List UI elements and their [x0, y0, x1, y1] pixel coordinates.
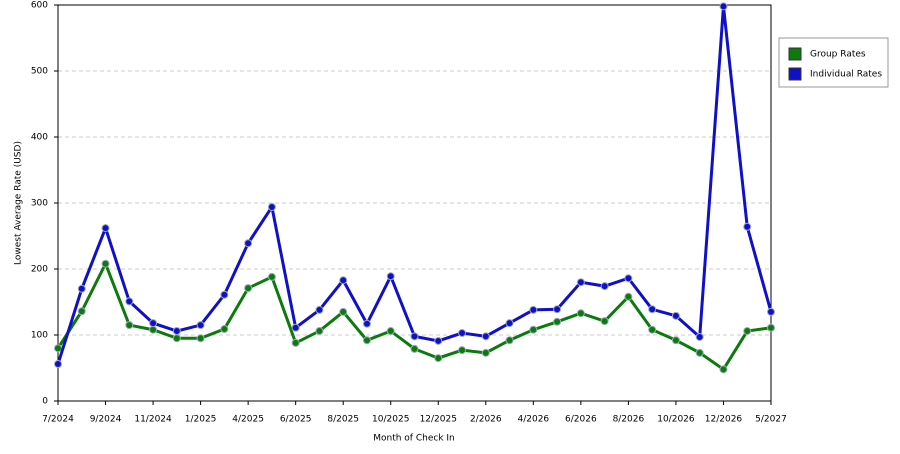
point	[54, 344, 62, 353]
point	[648, 325, 657, 334]
point	[553, 317, 562, 326]
plot-frame	[57, 4, 772, 402]
point	[77, 284, 86, 293]
x-tick-label: 6/2026	[565, 415, 597, 425]
point	[743, 222, 752, 231]
y-tick-label: 0	[42, 397, 48, 407]
point	[505, 336, 514, 345]
legend-label: Group Rates	[810, 50, 866, 60]
point	[315, 305, 324, 314]
x-tick-label: 10/2026	[657, 415, 695, 425]
point	[576, 309, 585, 318]
y-tick-label: 300	[31, 199, 48, 209]
y-tick-label: 500	[31, 67, 48, 77]
x-tick-label: 5/2027	[755, 415, 787, 425]
point	[149, 325, 158, 334]
point	[624, 274, 633, 283]
y-tick-label: 400	[31, 133, 48, 143]
point	[196, 334, 205, 343]
point	[291, 323, 300, 332]
point	[529, 305, 538, 314]
point	[458, 346, 467, 355]
x-tick-label: 1/2025	[185, 415, 217, 425]
x-axis-label: Month of Check In	[373, 434, 455, 444]
point	[600, 317, 609, 326]
point	[77, 307, 86, 316]
point	[101, 259, 110, 268]
x-tick-label: 12/2026	[705, 415, 743, 425]
x-tick-label: 4/2025	[232, 415, 264, 425]
x-tick-label: 10/2025	[372, 415, 409, 425]
point	[600, 282, 609, 291]
point	[291, 338, 300, 347]
point	[624, 292, 633, 301]
point	[220, 325, 229, 334]
y-tick-label: 200	[31, 265, 48, 275]
point	[553, 305, 562, 314]
x-tick-label: 9/2024	[90, 415, 122, 425]
point	[767, 323, 775, 332]
point	[315, 327, 324, 336]
point	[339, 307, 348, 316]
x-tick-label: 8/2026	[613, 415, 645, 425]
point	[481, 348, 490, 357]
y-tick-label: 100	[31, 331, 48, 341]
legend-swatch	[788, 67, 802, 81]
point	[505, 319, 514, 328]
x-tick-label: 6/2025	[280, 415, 312, 425]
point	[434, 354, 443, 363]
point	[386, 272, 395, 281]
point	[101, 224, 110, 233]
line	[56, 6, 773, 365]
point	[125, 297, 134, 306]
legend-label: Individual Rates	[810, 70, 882, 80]
point	[767, 307, 775, 316]
point	[410, 344, 419, 353]
point	[220, 290, 229, 299]
x-tick-label: 11/2024	[134, 415, 172, 425]
point	[719, 2, 728, 11]
x-tick-label: 4/2026	[517, 415, 549, 425]
point	[149, 319, 158, 328]
x-tick-label: 2/2026	[470, 415, 502, 425]
point	[434, 336, 443, 345]
point	[576, 278, 585, 287]
x-tick-label: 8/2025	[327, 415, 359, 425]
point	[125, 321, 134, 330]
point	[339, 276, 348, 285]
x-tick-label: 12/2025	[420, 415, 457, 425]
x-tick-label: 7/2024	[42, 415, 74, 425]
legend-swatch	[788, 47, 802, 61]
point	[529, 325, 538, 334]
point	[743, 327, 752, 336]
point	[196, 321, 205, 330]
point	[362, 319, 371, 328]
point	[671, 336, 680, 345]
point	[695, 348, 704, 357]
point	[648, 305, 657, 314]
point	[386, 327, 395, 336]
point	[481, 332, 490, 341]
point	[458, 329, 467, 338]
point	[362, 336, 371, 345]
point	[244, 239, 253, 248]
point	[244, 284, 253, 293]
y-axis-label: Lowest Average Rate (USD)	[14, 141, 24, 265]
point	[410, 332, 419, 341]
y-tick-label: 600	[31, 1, 48, 11]
point	[267, 272, 276, 281]
point	[54, 360, 62, 369]
point	[671, 311, 680, 320]
line	[56, 260, 772, 372]
point	[695, 332, 704, 341]
point	[172, 327, 181, 336]
point	[267, 202, 276, 211]
point	[172, 334, 181, 343]
point	[719, 365, 728, 374]
